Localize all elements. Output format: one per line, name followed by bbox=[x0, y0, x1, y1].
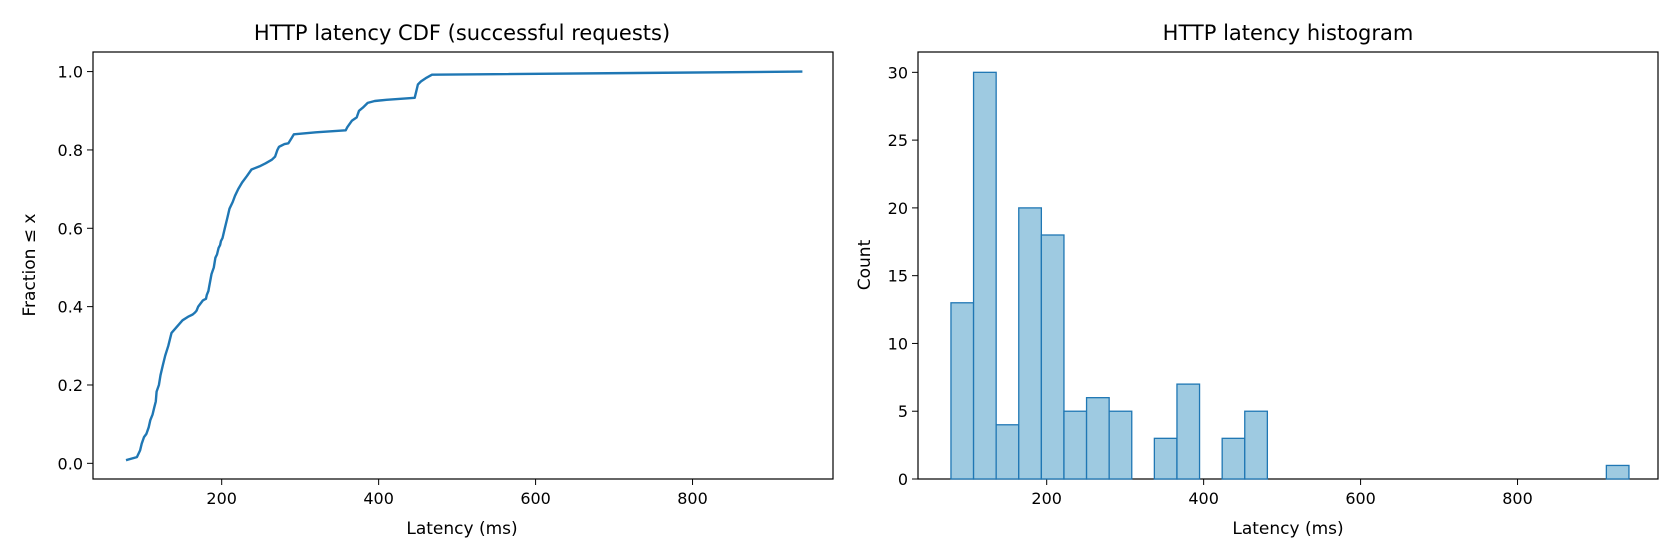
histogram-bar bbox=[1040, 234, 1065, 480]
histogram-y-tick-label: 0 bbox=[898, 470, 908, 489]
cdf-y-tick-label: 0.2 bbox=[58, 376, 83, 395]
histogram-bar bbox=[1018, 207, 1043, 480]
histogram-x-tick-label: 400 bbox=[1188, 489, 1219, 508]
histogram-x-axis-label: Latency (ms) bbox=[1232, 519, 1343, 539]
histogram-bar bbox=[995, 424, 1020, 480]
histogram-bar bbox=[1108, 410, 1133, 480]
histogram-x-tick-label: 600 bbox=[1345, 489, 1376, 508]
cdf-x-tick-label: 800 bbox=[677, 489, 708, 508]
cdf-y-tick-label: 0.4 bbox=[58, 298, 83, 317]
cdf-chart-title: HTTP latency CDF (successful requests) bbox=[254, 21, 670, 45]
histogram-bar bbox=[950, 302, 975, 480]
histogram-y-axis-label: Count bbox=[855, 239, 875, 290]
cdf-x-ticks: 200 400 600 800 bbox=[206, 479, 708, 508]
cdf-y-tick-label: 0.0 bbox=[58, 454, 83, 473]
cdf-line bbox=[125, 70, 803, 462]
histogram-bar bbox=[1085, 397, 1110, 480]
histogram-chart: HTTP latency histogram 200 400 600 800 0 5 10… bbox=[855, 21, 1659, 539]
histogram-bars bbox=[950, 71, 1630, 480]
histogram-bar bbox=[972, 71, 997, 480]
histogram-bar bbox=[1176, 383, 1201, 480]
histogram-bar bbox=[1221, 437, 1246, 480]
histogram-y-tick-label: 10 bbox=[888, 334, 908, 353]
histogram-x-ticks: 200 400 600 800 bbox=[1031, 479, 1533, 508]
histogram-bar bbox=[1244, 410, 1269, 480]
cdf-y-tick-label: 0.6 bbox=[58, 219, 83, 238]
histogram-y-tick-label: 5 bbox=[898, 402, 908, 421]
histogram-y-tick-label: 20 bbox=[888, 199, 908, 218]
cdf-plot-area bbox=[92, 51, 834, 480]
histogram-x-tick-label: 200 bbox=[1031, 489, 1062, 508]
cdf-y-ticks: 0.0 0.2 0.4 0.6 0.8 1.0 bbox=[58, 63, 93, 473]
cdf-y-tick-label: 0.8 bbox=[58, 141, 83, 160]
histogram-y-tick-label: 30 bbox=[888, 63, 908, 82]
histogram-bar bbox=[1063, 410, 1088, 480]
histogram-bar bbox=[1605, 464, 1630, 480]
histogram-chart-title: HTTP latency histogram bbox=[1163, 21, 1414, 45]
cdf-x-tick-label: 200 bbox=[206, 489, 237, 508]
histogram-bar bbox=[1153, 437, 1178, 480]
cdf-x-tick-label: 600 bbox=[520, 489, 551, 508]
histogram-y-ticks: 0 5 10 15 20 25 30 bbox=[888, 63, 918, 489]
histogram-y-tick-label: 15 bbox=[888, 267, 908, 286]
histogram-y-tick-label: 25 bbox=[888, 131, 908, 150]
histogram-plot-area bbox=[917, 51, 1659, 480]
cdf-x-axis-label: Latency (ms) bbox=[406, 519, 517, 539]
cdf-x-tick-label: 400 bbox=[363, 489, 394, 508]
cdf-y-axis-label: Fraction ≤ x bbox=[20, 214, 40, 317]
cdf-y-tick-label: 1.0 bbox=[58, 63, 83, 82]
cdf-series bbox=[125, 70, 803, 462]
cdf-chart: HTTP latency CDF (successful requests) 2… bbox=[20, 21, 834, 539]
histogram-x-tick-label: 800 bbox=[1502, 489, 1533, 508]
